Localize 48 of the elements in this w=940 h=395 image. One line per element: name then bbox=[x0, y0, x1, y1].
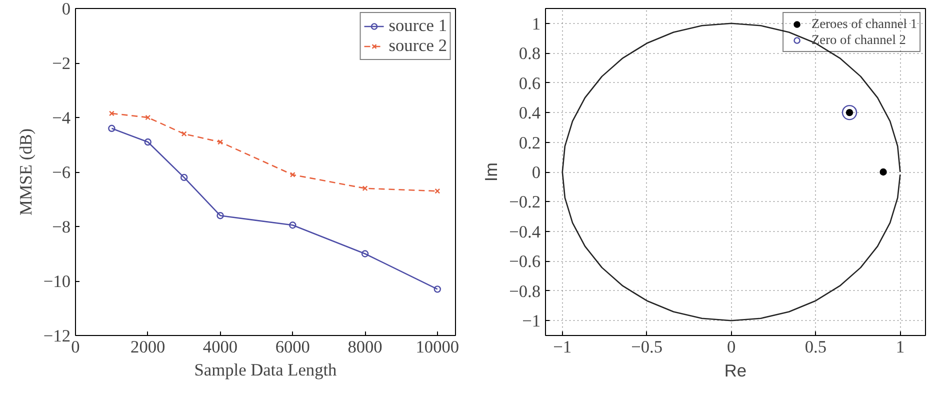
legend-label: Zero of channel 2 bbox=[812, 32, 906, 48]
y-tick-label: −4 bbox=[52, 108, 71, 128]
point bbox=[144, 138, 152, 146]
x-tick-label: 1 bbox=[896, 338, 905, 356]
y-tick-label: 0.8 bbox=[518, 44, 541, 64]
y-tick-label: −6 bbox=[52, 163, 71, 182]
y-tick-label: 0.2 bbox=[518, 133, 541, 152]
x-tick-label: −1 bbox=[553, 338, 572, 356]
point bbox=[218, 139, 223, 145]
y-tick-label: 1 bbox=[532, 14, 541, 34]
point bbox=[290, 172, 296, 178]
y-tick-label: −12 bbox=[43, 326, 71, 346]
y-tick-label: −8 bbox=[52, 218, 70, 236]
x-axis-title: Sample Data Length bbox=[194, 360, 338, 380]
y-tick-label: −1 bbox=[522, 312, 540, 331]
point bbox=[216, 212, 224, 220]
y-tick-label: −2 bbox=[52, 54, 70, 73]
legend-label: Zeroes of channel 1 bbox=[812, 16, 917, 32]
y-axis-title: MMSE (dB) bbox=[16, 128, 36, 216]
x-tick-label: −0.5 bbox=[631, 338, 663, 356]
point bbox=[362, 186, 368, 192]
y-tick-label: 0 bbox=[532, 163, 541, 182]
legend-label: source 1 bbox=[388, 16, 447, 36]
point bbox=[145, 114, 151, 120]
y-tick-label: −0.4 bbox=[509, 222, 541, 242]
legend-label: source 2 bbox=[388, 36, 447, 56]
x-tick-label: 6000 bbox=[275, 338, 310, 356]
y-tick-label: 0.4 bbox=[518, 104, 541, 123]
y-axis-title: Im bbox=[481, 162, 502, 182]
x-tick-label: 2000 bbox=[130, 338, 166, 356]
x-tick-label: 0.5 bbox=[804, 338, 827, 356]
x-tick-label: 10000 bbox=[416, 338, 460, 356]
y-tick-label: −10 bbox=[43, 272, 71, 291]
point bbox=[361, 250, 369, 258]
x-tick-label: 0 bbox=[726, 338, 736, 356]
y-tick-label: −0.6 bbox=[509, 252, 541, 272]
x-tick-label: 8000 bbox=[348, 338, 382, 356]
y-tick-label: 0.6 bbox=[518, 74, 541, 93]
x-axis-title: Re bbox=[724, 360, 747, 380]
x-tick-label: 4000 bbox=[202, 338, 238, 356]
y-tick-label: −0.8 bbox=[509, 282, 541, 301]
point bbox=[434, 188, 440, 194]
point bbox=[181, 131, 187, 137]
y-tick-label: 0 bbox=[62, 0, 71, 18]
point bbox=[289, 222, 296, 229]
point bbox=[180, 174, 188, 182]
y-tick-label: −0.2 bbox=[509, 192, 541, 212]
point bbox=[108, 110, 114, 116]
